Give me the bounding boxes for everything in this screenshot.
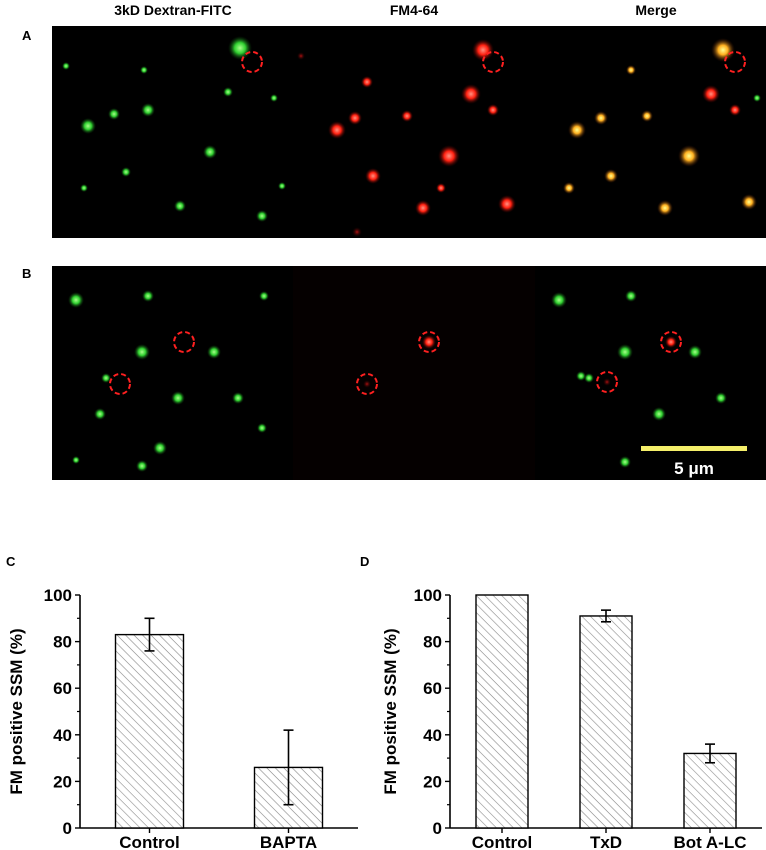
y-tick-label: 100	[44, 586, 72, 605]
micrograph-b-dextran-image	[68, 290, 269, 472]
highlight-circle	[418, 331, 440, 353]
x-tick-label: TxD	[590, 833, 622, 850]
highlight-circle	[660, 331, 682, 353]
highlight-circle	[241, 51, 263, 73]
micrograph-a-dextran	[52, 26, 294, 238]
panel-letter-c: C	[6, 554, 16, 569]
y-tick-label: 20	[53, 772, 72, 791]
highlight-circle	[724, 51, 746, 73]
x-tick-label: Control	[119, 833, 179, 850]
micrograph-b-merge-image: 5 μm	[551, 290, 747, 478]
micrograph-a-merge	[535, 26, 766, 238]
y-tick-label: 80	[53, 633, 72, 652]
highlight-circle	[482, 51, 504, 73]
x-tick-label: BAPTA	[260, 833, 317, 850]
bar	[114, 633, 185, 829]
column-label-merge: Merge	[635, 2, 677, 18]
highlight-circle	[173, 331, 195, 353]
panel-letter-d: D	[360, 554, 369, 569]
panel-letter-a: A	[22, 28, 32, 43]
highlight-circle	[596, 371, 618, 393]
y-tick-label: 20	[423, 772, 442, 791]
y-tick-label: 40	[423, 726, 442, 745]
y-tick-label: 100	[414, 586, 442, 605]
micrograph-a-dextran-image	[62, 36, 286, 222]
micrograph-a-fm4-64	[293, 26, 535, 238]
y-tick-label: 80	[423, 633, 442, 652]
column-label-dextran: 3kD Dextran-FITC	[114, 2, 232, 18]
micrograph-b-fm4-64	[293, 266, 535, 480]
micrograph-a-fm4-64-image	[297, 39, 516, 237]
micrograph-b-dextran	[52, 266, 294, 480]
bar	[579, 615, 633, 829]
micrograph-a-merge-image	[563, 38, 761, 216]
y-tick-label: 60	[53, 679, 72, 698]
chart-c: 0 20 40 60 80 100 FM positive SSM (%) Control BA…	[7, 586, 358, 850]
y-axis-label: FM positive SSM (%)	[7, 628, 26, 794]
column-label-fm4-64: FM4-64	[389, 2, 439, 18]
bar	[475, 594, 529, 829]
y-tick-label: 0	[433, 819, 442, 838]
scale-bar	[641, 446, 747, 451]
y-axis-label: FM positive SSM (%)	[381, 628, 400, 794]
x-tick-label: Control	[472, 833, 532, 850]
micrograph-b-fm4-64-image	[356, 331, 440, 395]
highlight-circle	[109, 373, 131, 395]
y-tick-label: 60	[423, 679, 442, 698]
x-tick-label: Bot A-LC	[673, 833, 746, 850]
scale-bar-label: 5 μm	[674, 459, 714, 478]
micrograph-b-merge: 5 μm	[535, 266, 766, 480]
highlight-circle	[356, 373, 378, 395]
panel-letter-b: B	[22, 266, 32, 281]
bar	[683, 752, 737, 829]
chart-d: 0 20 40 60 80 100 FM positive SSM (%) Control Tx…	[381, 586, 762, 850]
y-tick-label: 0	[63, 819, 72, 838]
y-tick-label: 40	[53, 726, 72, 745]
